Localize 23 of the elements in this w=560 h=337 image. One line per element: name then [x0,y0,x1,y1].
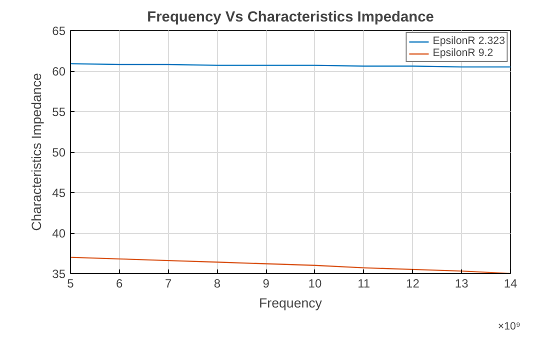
x-tick-label: 11 [358,276,370,290]
x-tick-label: 6 [116,276,124,290]
y-tick-label: 65 [52,24,66,38]
text: ×10⁹ [498,320,520,332]
y-tick-label: 35 [52,267,66,281]
x-tick-label: 14 [504,276,518,290]
y-tick-label: 45 [52,186,66,200]
y-tick-label: 50 [52,146,66,160]
chart-title: Frequency Vs Characteristics Impedance [147,10,434,26]
x-tick-label: 8 [214,276,221,290]
x-tick-label: 13 [454,276,469,290]
x-axis-title: Frequency [259,296,322,310]
y-tick-label: 55 [52,105,66,119]
y-axis-title: Characteristics Impedance [29,73,44,231]
x-tick-label: 9 [262,276,270,290]
y-tick-label: 40 [52,226,66,240]
x-tick-label: 5 [67,276,74,290]
x-tick-label: 10 [308,276,322,290]
x-tick-label: 7 [164,276,172,290]
legend-label: EpsilonR 2.323 [432,35,505,47]
y-tick-label: 60 [52,64,66,78]
legend-label: EpsilonR 9.2 [432,47,494,59]
x-tick-label: 12 [406,276,420,290]
